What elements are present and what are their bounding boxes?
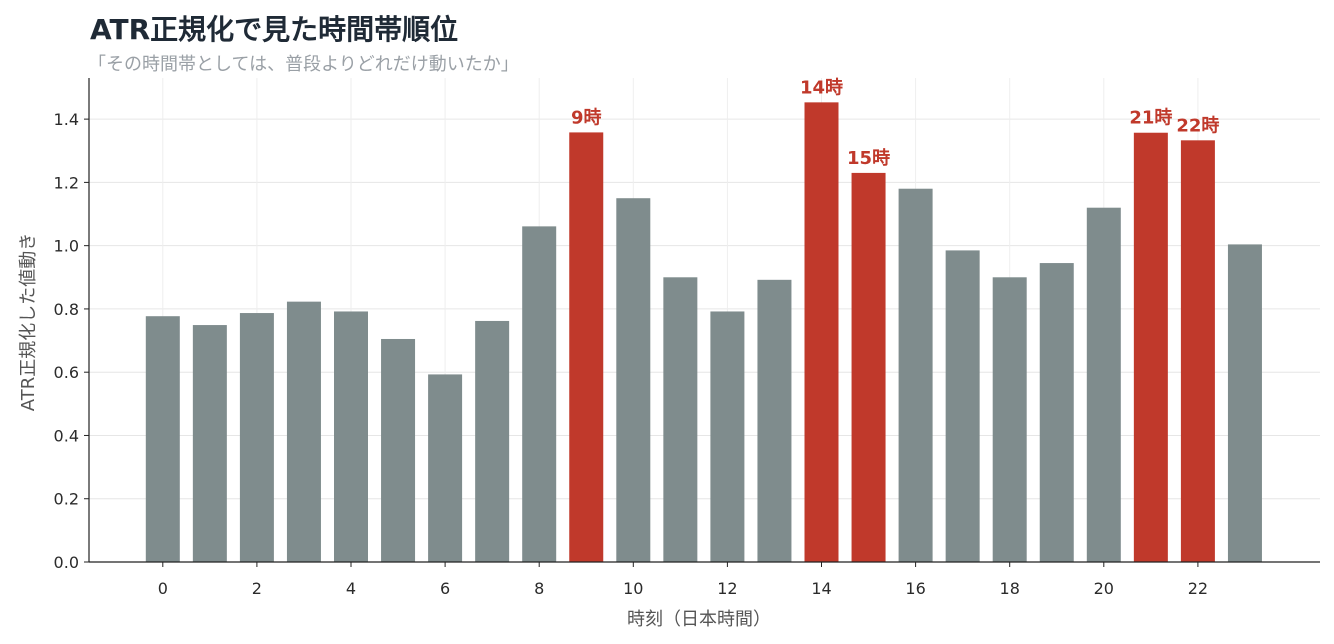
- x-tick-label: 0: [158, 579, 168, 598]
- bar-hour-15: [851, 172, 886, 562]
- x-tick-label: 6: [440, 579, 450, 598]
- y-tick-label: 0.4: [54, 426, 79, 445]
- bar-hour-0: [145, 316, 180, 562]
- y-axis-label: ATR正規化した値動き: [18, 233, 39, 411]
- y-tick-label: 0.6: [54, 363, 79, 382]
- x-tick-label: 22: [1188, 579, 1208, 598]
- x-tick-label: 12: [717, 579, 737, 598]
- y-tick-label: 1.2: [54, 173, 79, 192]
- bar-hour-16: [898, 188, 933, 563]
- bar-hour-2: [239, 313, 274, 562]
- bar-hour-14: [804, 102, 839, 563]
- x-tick-label: 10: [623, 579, 643, 598]
- bar-label-hour-15: 15時: [847, 148, 890, 169]
- y-tick-label: 1.0: [54, 237, 79, 256]
- y-tick-label: 0.8: [54, 300, 79, 319]
- y-tick-label: 0.2: [54, 490, 79, 509]
- y-tick-label: 0.0: [54, 553, 79, 572]
- bar-hour-18: [992, 277, 1027, 562]
- bar-label-hour-14: 14時: [800, 77, 843, 98]
- x-tick-label: 4: [346, 579, 356, 598]
- bar-label-hour-22: 22時: [1176, 115, 1219, 136]
- bar-hour-13: [757, 279, 792, 562]
- x-tick-label: 2: [252, 579, 262, 598]
- bar-hour-9: [569, 132, 604, 562]
- bar-hour-11: [663, 277, 698, 562]
- x-tick-label: 14: [811, 579, 831, 598]
- bar-hour-10: [616, 198, 651, 562]
- bar-hour-8: [522, 226, 557, 562]
- bar-hour-7: [475, 320, 510, 562]
- x-tick-label: 18: [1000, 579, 1020, 598]
- bar-label-hour-21: 21時: [1129, 108, 1172, 129]
- x-tick-label: 20: [1094, 579, 1114, 598]
- bar-hour-3: [286, 301, 321, 562]
- chart-subtitle: 「その時間帯としては、普段よりどれだけ動いたか」: [88, 54, 519, 75]
- bar-hour-12: [710, 311, 745, 562]
- x-tick-label: 8: [534, 579, 544, 598]
- bar-label-hour-9: 9時: [571, 107, 602, 128]
- x-tick-label: 16: [905, 579, 925, 598]
- bar-hour-22: [1180, 140, 1215, 562]
- bar-hour-1: [192, 325, 227, 562]
- bar-hour-19: [1039, 263, 1074, 562]
- bar-hour-6: [428, 374, 463, 562]
- bar-hour-21: [1133, 132, 1168, 562]
- bar-hour-4: [334, 311, 368, 562]
- y-tick-label: 1.4: [54, 110, 79, 129]
- bar-hour-17: [945, 250, 980, 563]
- bar-hour-5: [381, 338, 416, 562]
- chart-title: ATR正規化で見た時間帯順位: [90, 13, 459, 46]
- x-axis-label: 時刻（日本時間）: [627, 609, 771, 630]
- bar-hour-20: [1086, 207, 1121, 562]
- bar-hour-23: [1227, 244, 1262, 562]
